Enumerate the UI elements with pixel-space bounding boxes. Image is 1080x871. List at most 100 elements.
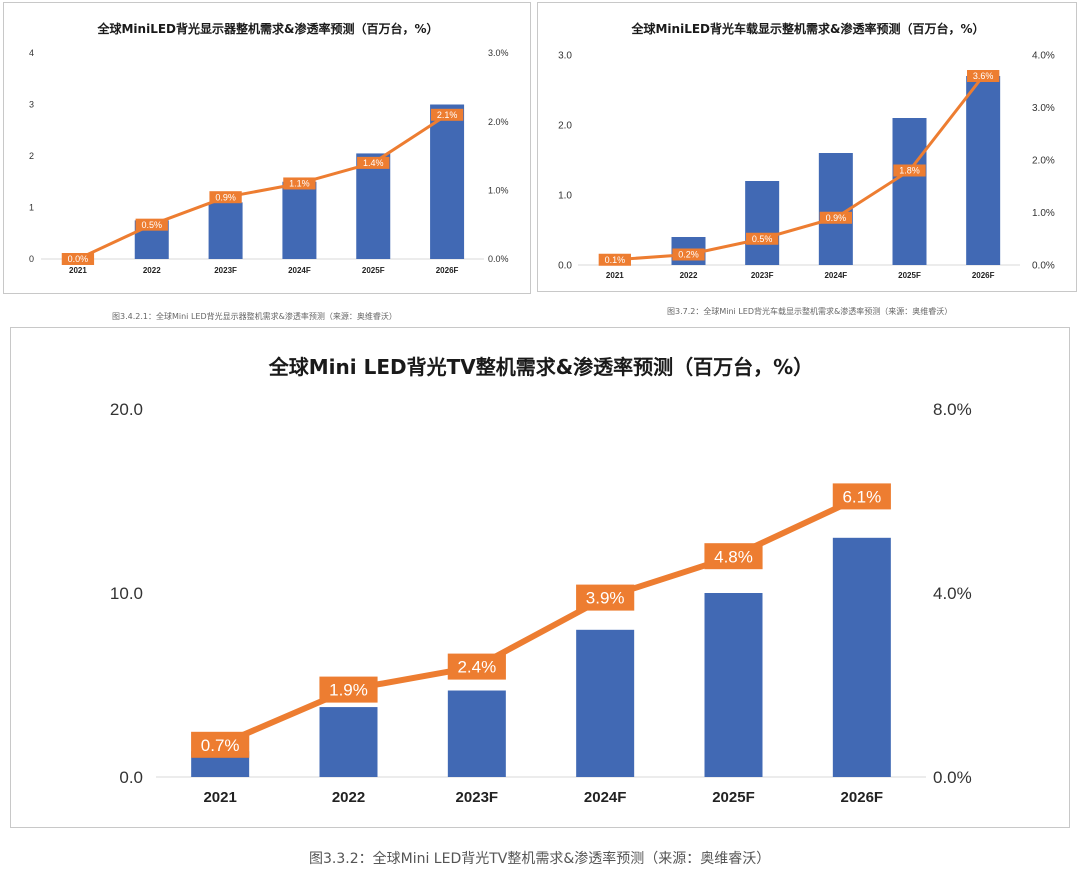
rate-label-box xyxy=(893,164,926,177)
y-left-tick-label: 3 xyxy=(29,100,34,110)
y-right-tick-label: 2.0% xyxy=(488,117,509,127)
penetration-rate-line xyxy=(217,493,865,748)
rate-label: 0.0% xyxy=(68,254,89,264)
rate-label-box xyxy=(447,653,506,680)
x-tick-label: 2022 xyxy=(143,266,161,275)
x-tick-label: 2024F xyxy=(824,271,847,280)
y-left-tick-label: 20.0 xyxy=(110,400,143,419)
rate-label: 1.8% xyxy=(899,166,920,176)
y-left-tick-label: 2.0 xyxy=(558,121,572,132)
penetration-rate-line xyxy=(613,74,985,262)
rate-label: 0.9% xyxy=(826,213,847,223)
y-right-tick-label: 4.0% xyxy=(1032,51,1055,62)
rate-label: 3.9% xyxy=(586,589,625,608)
x-tick-label: 2023F xyxy=(751,271,774,280)
x-tick-label: 2026F xyxy=(436,266,459,275)
y-left-tick-label: 1.0 xyxy=(558,191,572,202)
y-right-tick-label: 0.0% xyxy=(933,768,972,787)
rate-label-box xyxy=(283,177,316,190)
rate-label: 0.5% xyxy=(752,234,773,244)
y-left-tick-label: 4 xyxy=(29,48,34,58)
rate-label-box xyxy=(191,731,250,758)
rate-label: 0.9% xyxy=(215,192,236,202)
rate-label-box xyxy=(672,248,705,261)
rate-label: 0.5% xyxy=(141,220,162,230)
x-tick-label: 2023F xyxy=(214,266,237,275)
x-tick-label: 2022 xyxy=(332,789,365,806)
y-right-tick-label: 1.0% xyxy=(1032,208,1055,219)
x-tick-label: 2024F xyxy=(584,789,627,806)
caption-monitor: 图3.4.2.1：全球Mini LED背光显示器整机需求&渗透率预测（来源：奥维… xyxy=(112,312,397,321)
y-right-tick-label: 0.0% xyxy=(1032,261,1055,272)
rate-label: 3.6% xyxy=(973,71,994,81)
bar-2024f xyxy=(576,629,635,777)
rate-label: 1.1% xyxy=(289,179,310,189)
rate-label: 0.2% xyxy=(678,250,699,260)
bar-2024f xyxy=(282,181,317,259)
x-tick-label: 2021 xyxy=(69,266,87,275)
rate-label-box xyxy=(576,584,635,611)
rate-label-box xyxy=(430,108,464,121)
x-tick-label: 2025F xyxy=(362,266,385,275)
rate-label-box xyxy=(319,676,378,703)
rate-label: 6.1% xyxy=(842,488,881,507)
y-left-tick-label: 3.0 xyxy=(558,51,572,62)
rate-label-box xyxy=(704,543,763,570)
rate-label-box xyxy=(819,211,852,224)
x-tick-label: 2022 xyxy=(680,271,698,280)
rate-label-box xyxy=(598,253,631,266)
rate-label-box xyxy=(209,191,242,204)
y-left-tick-label: 0 xyxy=(29,254,34,264)
x-tick-label: 2021 xyxy=(203,789,236,806)
chart-tv: 全球Mini LED背光TV整机需求&渗透率预测（百万台，%） 0.0 10.0 20… xyxy=(110,355,972,806)
rate-label-box xyxy=(357,156,390,169)
chart-title: 全球Mini LED背光TV整机需求&渗透率预测（百万台，%） xyxy=(268,355,813,379)
rate-label-box xyxy=(61,253,95,265)
y-right-tick-label: 4.0% xyxy=(933,584,972,603)
bar-2022 xyxy=(319,707,378,777)
y-left-tick-label: 1 xyxy=(29,203,34,213)
chart-panel-monitor: 全球MiniLED背光显示器整机需求&渗透率预测（百万台，%） 0 1 2 3 4 0.0%… xyxy=(3,2,531,294)
y-left-tick-label: 10.0 xyxy=(110,584,143,603)
bar-2025f xyxy=(892,118,927,265)
chart-panel-tv: 全球Mini LED背光TV整机需求&渗透率预测（百万台，%） 0.0 10.0 20… xyxy=(10,327,1070,828)
rate-label: 0.1% xyxy=(605,255,626,265)
rate-label-box xyxy=(135,218,168,231)
y-right-tick-label: 3.0% xyxy=(488,48,509,58)
y-left-tick-label: 0.0 xyxy=(119,768,143,787)
x-tick-label: 2025F xyxy=(712,789,755,806)
y-right-tick-label: 0.0% xyxy=(488,254,509,264)
y-left-tick-label: 2 xyxy=(29,151,34,161)
y-right-tick-label: 1.0% xyxy=(488,185,509,195)
bar-2026f xyxy=(966,76,1001,265)
chart-vehicle: 全球MiniLED背光车载显示整机需求&渗透率预测（百万台，%） 0.0 1.0 2.… xyxy=(558,21,1055,280)
y-right-tick-label: 3.0% xyxy=(1032,103,1055,114)
chart-title: 全球MiniLED背光车载显示整机需求&渗透率预测（百万台，%） xyxy=(630,21,984,36)
chart-panel-vehicle: 全球MiniLED背光车载显示整机需求&渗透率预测（百万台，%） 0.0 1.0 2.… xyxy=(537,2,1077,292)
x-tick-label: 2025F xyxy=(898,271,921,280)
caption-tv: 图3.3.2：全球Mini LED背光TV整机需求&渗透率预测（来源：奥维睿沃） xyxy=(309,851,771,867)
x-tick-label: 2021 xyxy=(606,271,624,280)
bar-2026f xyxy=(832,537,891,777)
caption-vehicle: 图3.7.2：全球Mini LED背光车载显示整机需求&渗透率预测（来源：奥维睿… xyxy=(667,307,953,316)
x-tick-label: 2026F xyxy=(841,789,884,806)
chart-title: 全球MiniLED背光显示器整机需求&渗透率预测（百万台，%） xyxy=(96,21,438,36)
rate-label: 1.9% xyxy=(329,681,368,700)
bar-2025f xyxy=(704,593,763,777)
bar-2023f xyxy=(745,181,780,265)
rate-label: 1.4% xyxy=(363,158,384,168)
x-tick-label: 2026F xyxy=(972,271,995,280)
rate-label: 4.8% xyxy=(714,547,753,566)
y-left-tick-label: 0.0 xyxy=(558,261,572,272)
rate-label-box xyxy=(967,70,1000,82)
bar-2023f xyxy=(447,690,506,777)
rate-label-box xyxy=(832,483,891,510)
rate-label: 2.4% xyxy=(457,658,496,677)
bar-2025f xyxy=(356,153,391,259)
y-right-tick-label: 2.0% xyxy=(1032,156,1055,167)
chart-monitor: 全球MiniLED背光显示器整机需求&渗透率预测（百万台，%） 0 1 2 3 4 0.0%… xyxy=(29,21,509,275)
rate-label: 0.7% xyxy=(201,736,240,755)
y-right-tick-label: 8.0% xyxy=(933,400,972,419)
x-tick-label: 2024F xyxy=(288,266,311,275)
bar-2026f xyxy=(430,104,465,259)
